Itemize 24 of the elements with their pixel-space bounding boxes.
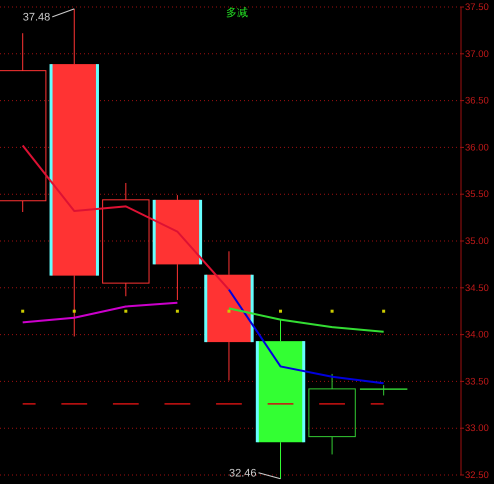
y-tick-label: 32.50 [465,470,489,482]
candlestick [50,8,99,337]
y-tick-label: 35.50 [465,189,489,200]
candlestick [152,194,202,300]
y-tick-label: 33.00 [465,423,489,434]
line-series [22,302,178,324]
y-tick-label: 36.00 [465,142,489,154]
y-tick-label: 33.50 [465,376,489,388]
y-tick-label: 34.00 [465,330,489,341]
chart-title: 多减 [226,6,248,19]
y-tick-label: 34.50 [465,282,489,294]
y-tick-label: 37.00 [465,48,489,60]
y-tick-label: 35.00 [465,236,489,248]
candlestick [256,319,306,480]
y-tick-label: 37.50 [465,2,489,14]
candlestick [102,182,150,297]
line-series [228,307,385,333]
y-tick-label: 36.50 [465,96,489,107]
annotation: 32.46 [228,468,257,480]
line-series [22,144,230,291]
candlestick [308,373,356,455]
candlestick [204,250,254,381]
line-series [228,288,385,384]
annotation: 37.48 [22,12,50,24]
